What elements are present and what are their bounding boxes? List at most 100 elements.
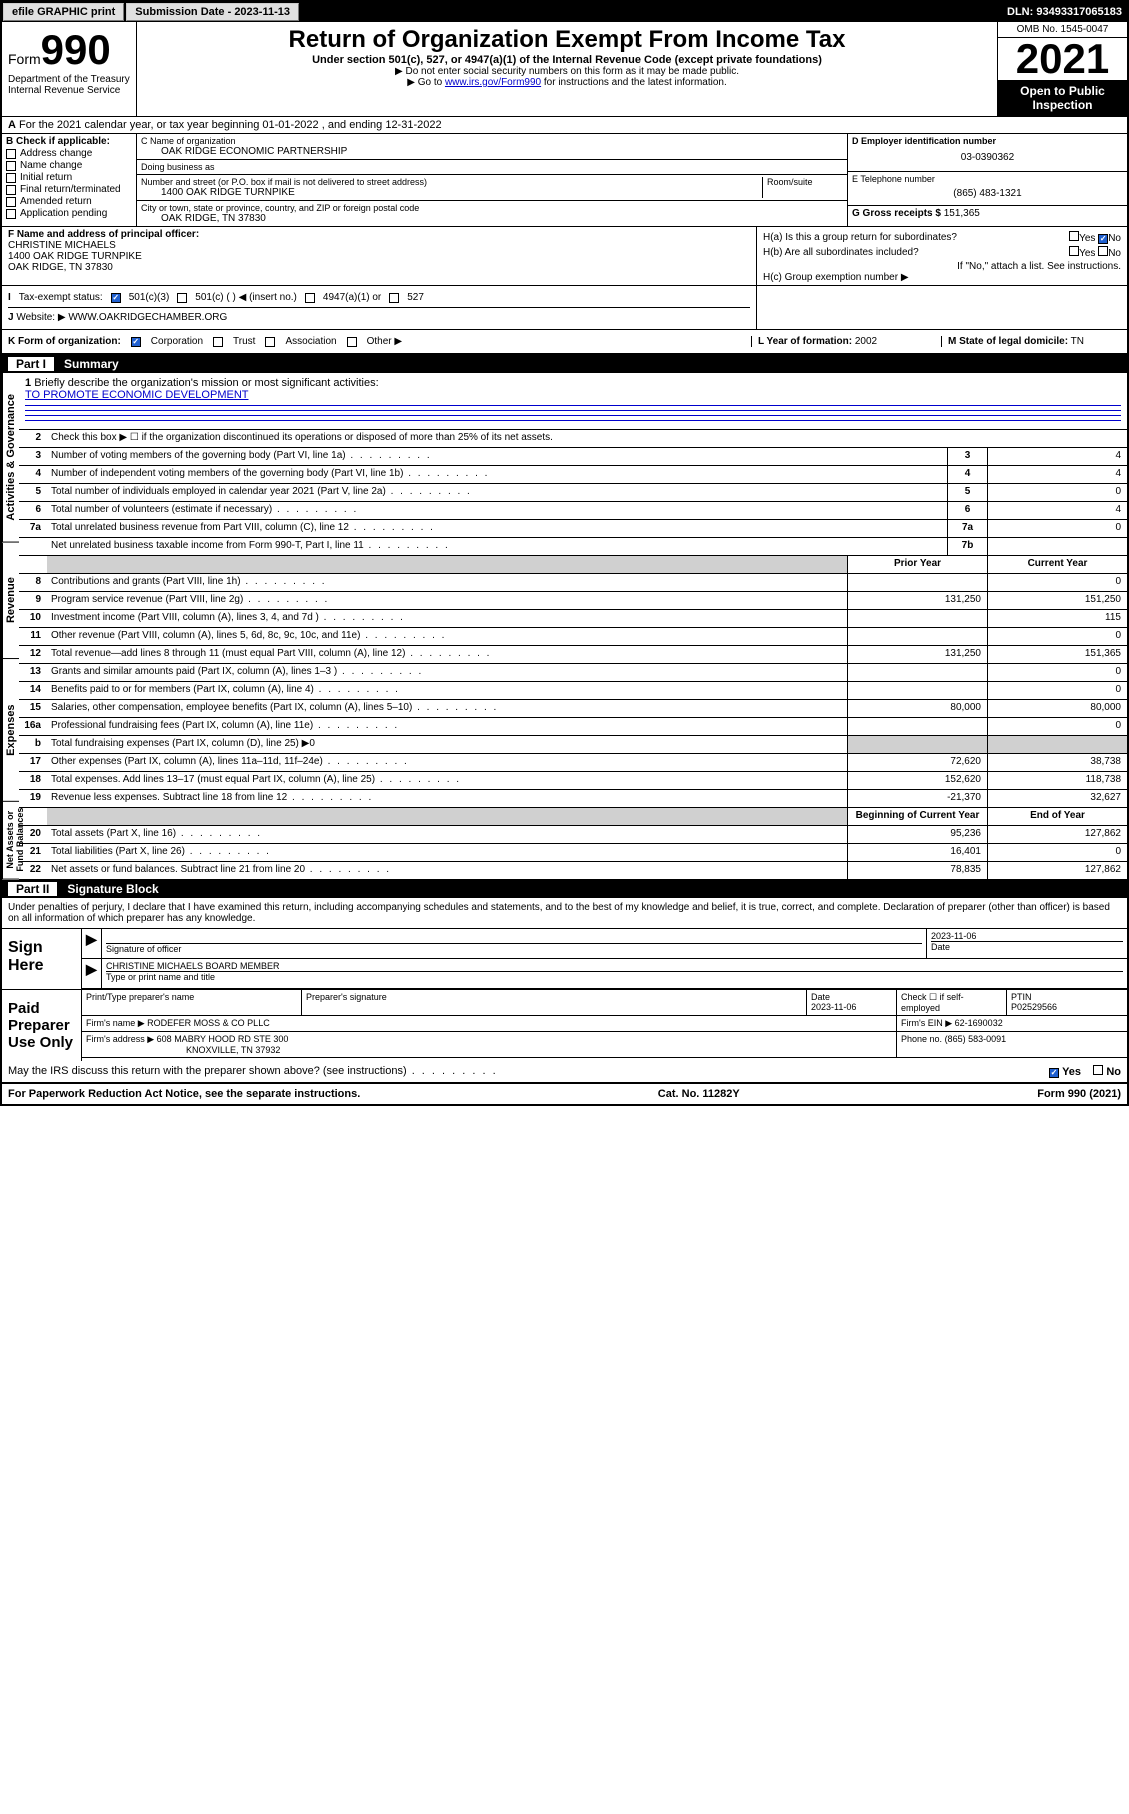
street-address: 1400 OAK RIDGE TURNPIKE <box>141 187 762 198</box>
ein-value: 03-0390362 <box>852 146 1123 169</box>
pdate-value: 2023-11-06 <box>811 1002 856 1012</box>
firm-ein-label: Firm's EIN ▶ <box>901 1018 952 1028</box>
checkbox-final-return[interactable] <box>6 185 16 195</box>
dba-label: Doing business as <box>141 162 843 172</box>
firm-addr2: KNOXVILLE, TN 37932 <box>86 1045 280 1055</box>
top-bar: efile GRAPHIC print Submission Date - 20… <box>2 2 1127 22</box>
submission-date-button[interactable]: Submission Date - 2023-11-13 <box>126 3 299 21</box>
discuss-row: May the IRS discuss this return with the… <box>2 1061 1127 1083</box>
ptin-label: PTIN <box>1011 992 1032 1002</box>
net-header-row: Beginning of Current Year End of Year <box>19 808 1127 826</box>
year-formation: 2002 <box>855 336 877 347</box>
q2-row: 2Check this box ▶ ☐ if the organization … <box>19 430 1127 448</box>
summary-row: 8Contributions and grants (Part VIII, li… <box>19 574 1127 592</box>
sig-officer-label: Signature of officer <box>106 943 922 954</box>
checkbox-501c[interactable] <box>177 293 187 303</box>
year-formation-label: L Year of formation: <box>758 336 852 347</box>
org-name-label: C Name of organization <box>141 136 843 146</box>
discuss-yes: Yes <box>1062 1066 1081 1078</box>
checkbox-corp[interactable] <box>131 337 141 347</box>
section-ij: ITax-exempt status: 501(c)(3) 501(c) ( )… <box>2 286 1127 330</box>
footer-right: Form 990 (2021) <box>1037 1088 1121 1100</box>
checkbox-amended[interactable] <box>6 197 16 207</box>
mission-text[interactable]: TO PROMOTE ECONOMIC DEVELOPMENT <box>25 389 249 401</box>
mission-box: 1 Briefly describe the organization's mi… <box>19 373 1127 430</box>
tax-status-label: Tax-exempt status: <box>19 292 103 303</box>
checkbox-4947[interactable] <box>305 293 315 303</box>
form-num: 990 <box>41 26 111 73</box>
form-header: Form990 Department of the Treasury Inter… <box>2 22 1127 117</box>
no-label2: No <box>1108 248 1121 259</box>
checkbox-other[interactable] <box>347 337 357 347</box>
yes-label: Yes <box>1079 233 1095 244</box>
summary-row: 9Program service revenue (Part VIII, lin… <box>19 592 1127 610</box>
checkbox-name-change[interactable] <box>6 161 16 171</box>
summary-row: 13Grants and similar amounts paid (Part … <box>19 664 1127 682</box>
checkbox-address-change[interactable] <box>6 149 16 159</box>
pdate-label: Date <box>811 992 830 1002</box>
form-prefix: Form <box>8 51 41 67</box>
section-bcde: B Check if applicable: Address change Na… <box>2 134 1127 227</box>
opt-initial-return: Initial return <box>20 172 72 183</box>
checkbox-discuss-yes[interactable] <box>1049 1068 1059 1078</box>
dln-label: DLN: 93493317065183 <box>1003 6 1126 18</box>
summary-row: 6Total number of volunteers (estimate if… <box>19 502 1127 520</box>
self-employed-label: Check ☐ if self-employed <box>897 990 1007 1015</box>
q2-text: Check this box ▶ ☐ if the organization d… <box>47 430 1127 447</box>
summary-row: 20Total assets (Part X, line 16)95,23612… <box>19 826 1127 844</box>
ein-label: D Employer identification number <box>852 136 996 146</box>
checkbox-initial-return[interactable] <box>6 173 16 183</box>
opt-final-return: Final return/terminated <box>20 184 121 195</box>
checkbox-ha-yes[interactable] <box>1069 231 1079 241</box>
part2-num: Part II <box>8 882 57 896</box>
summary-row: bTotal fundraising expenses (Part IX, co… <box>19 736 1127 754</box>
discuss-no: No <box>1106 1066 1121 1078</box>
checkbox-hb-no[interactable] <box>1098 246 1108 256</box>
arrow-icon: ▶ <box>86 961 97 977</box>
opt-501c: 501(c) ( ) ◀ (insert no.) <box>195 292 297 303</box>
gross-receipts-label: G Gross receipts $ <box>852 208 941 219</box>
preparer-sig-label: Preparer's signature <box>302 990 807 1015</box>
website-value: WWW.OAKRIDGECHAMBER.ORG <box>68 312 227 323</box>
irs-link[interactable]: www.irs.gov/Form990 <box>445 77 541 88</box>
opt-corp: Corporation <box>151 336 203 347</box>
city-label: City or town, state or province, country… <box>141 203 843 213</box>
sig-date-label: Date <box>931 941 1123 952</box>
gross-receipts-value: 151,365 <box>944 208 980 219</box>
col-boy: Beginning of Current Year <box>847 808 987 825</box>
paid-preparer-block: Paid Preparer Use Only Print/Type prepar… <box>2 989 1127 1061</box>
section-f: F Name and address of principal officer:… <box>2 227 757 285</box>
vlabel-expenses: Expenses <box>2 659 19 802</box>
preparer-name-label: Print/Type preparer's name <box>82 990 302 1015</box>
checkbox-501c3[interactable] <box>111 293 121 303</box>
form-org-label: K Form of organization: <box>8 336 121 347</box>
checkbox-assoc[interactable] <box>265 337 275 347</box>
checkbox-ha-no[interactable] <box>1098 234 1108 244</box>
h-b-note: If "No," attach a list. See instructions… <box>763 261 1121 272</box>
efile-print-button[interactable]: efile GRAPHIC print <box>3 3 124 21</box>
form-note2: ▶ Go to www.irs.gov/Form990 for instruct… <box>141 77 993 88</box>
part1-title: Summary <box>64 357 119 371</box>
summary-row: 15Salaries, other compensation, employee… <box>19 700 1127 718</box>
phone-value: (865) 483-1321 <box>852 184 1123 203</box>
checkbox-app-pending[interactable] <box>6 209 16 219</box>
checkbox-discuss-no[interactable] <box>1093 1065 1103 1075</box>
checkbox-trust[interactable] <box>213 337 223 347</box>
firm-name: RODEFER MOSS & CO PLLC <box>147 1018 270 1028</box>
checkbox-hb-yes[interactable] <box>1069 246 1079 256</box>
footer-left: For Paperwork Reduction Act Notice, see … <box>8 1088 360 1100</box>
print-name-label: Type or print name and title <box>106 971 1123 982</box>
addr-label: Number and street (or P.O. box if mail i… <box>141 177 762 187</box>
part1-num: Part I <box>8 357 54 371</box>
form-note1: ▶ Do not enter social security numbers o… <box>141 66 993 77</box>
opt-527: 527 <box>407 292 424 303</box>
summary-row: 4Number of independent voting members of… <box>19 466 1127 484</box>
vlabel-netassets: Net Assets or Fund Balances <box>2 801 19 880</box>
checkbox-527[interactable] <box>389 293 399 303</box>
form-title: Return of Organization Exempt From Incom… <box>141 26 993 54</box>
q1-label: Briefly describe the organization's miss… <box>34 377 378 389</box>
summary-row: 18Total expenses. Add lines 13–17 (must … <box>19 772 1127 790</box>
inspection-badge: Open to Public Inspection <box>998 80 1127 116</box>
irs-label: Internal Revenue Service <box>8 85 130 96</box>
sign-here-label: Sign Here <box>2 929 82 989</box>
